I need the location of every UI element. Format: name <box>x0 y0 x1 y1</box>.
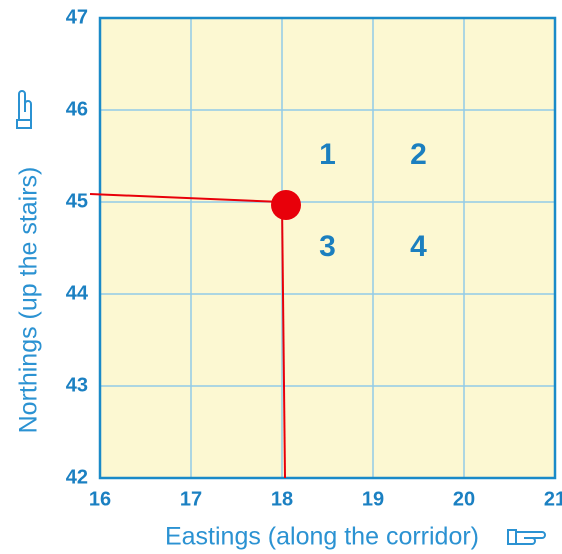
hand-icon-x <box>507 529 546 545</box>
square-number: 1 <box>319 138 336 171</box>
square-number: 4 <box>410 230 427 263</box>
square-number: 3 <box>319 230 336 263</box>
point <box>271 190 301 220</box>
y-tick-label: 45 <box>66 190 88 212</box>
x-tick-label: 20 <box>453 488 475 510</box>
y-tick-label: 47 <box>66 6 88 28</box>
plot-border <box>98 16 557 480</box>
x-tick-label: 21 <box>544 488 562 510</box>
x-tick-label: 19 <box>362 488 384 510</box>
y-tick-label: 43 <box>66 374 88 396</box>
easting-line <box>281 201 286 479</box>
y-tick-label: 44 <box>66 282 89 304</box>
x-axis-label: Eastings (along the corridor) <box>165 523 479 551</box>
x-tick-label: 17 <box>180 488 202 510</box>
plot-area <box>100 18 555 478</box>
hand-icon-y <box>16 90 32 129</box>
y-axis-label: Northings (up the stairs) <box>15 167 43 434</box>
y-tick-label: 46 <box>66 98 88 120</box>
northing-line <box>89 193 283 203</box>
y-tick-label: 42 <box>66 466 88 488</box>
x-tick-label: 18 <box>271 488 293 510</box>
square-number: 2 <box>410 138 427 171</box>
x-tick-label: 16 <box>89 488 111 510</box>
